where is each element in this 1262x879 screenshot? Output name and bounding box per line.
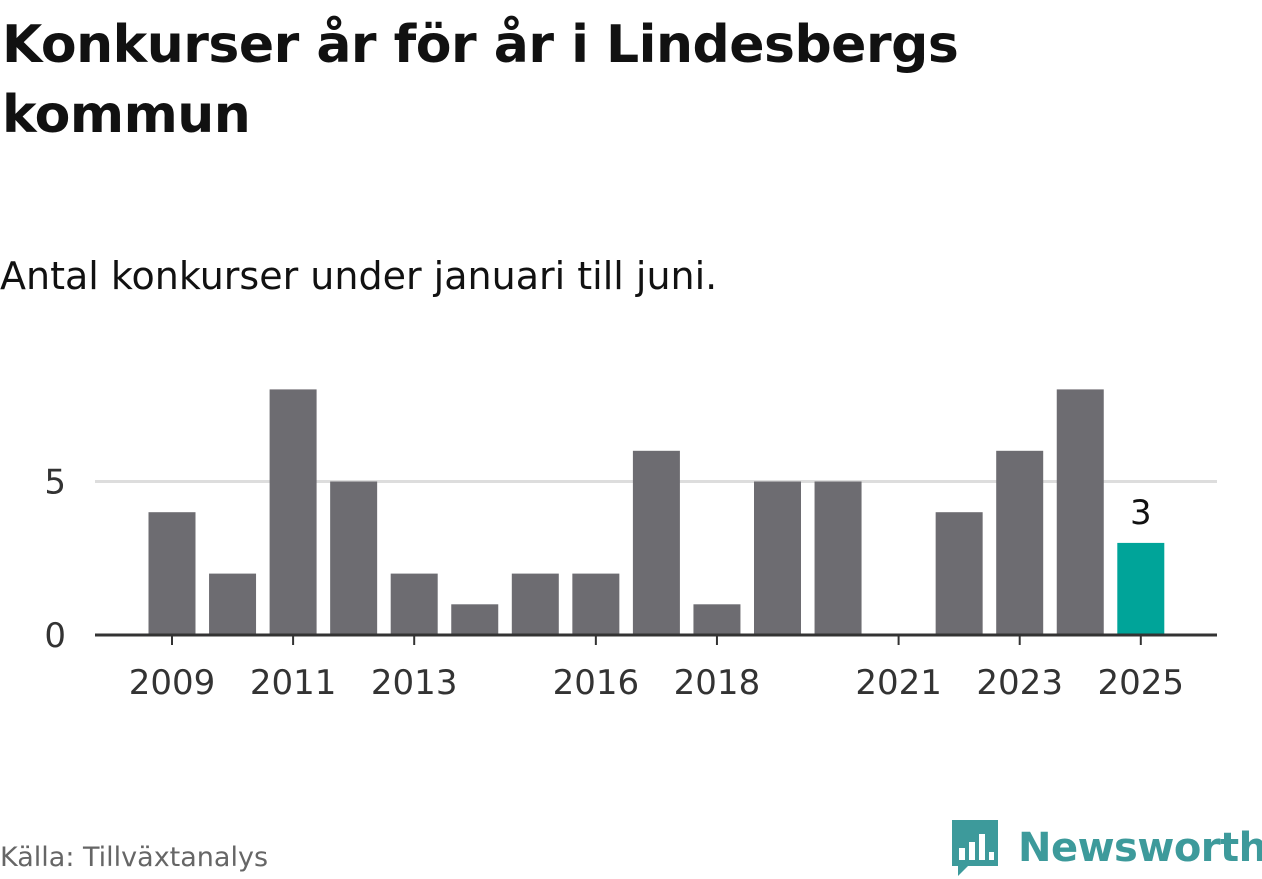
- brand-logo: Newsworthy: [950, 818, 1262, 878]
- bar-2015: [511, 573, 559, 635]
- y-axis-ticks: 05: [44, 463, 66, 657]
- x-tick-label: 2018: [674, 663, 761, 703]
- y-tick-label: 0: [44, 616, 66, 656]
- bar-2014: [451, 604, 499, 635]
- bar-2024: [1056, 389, 1104, 635]
- x-tick-label: 2016: [553, 663, 640, 703]
- bar-2025: [1117, 542, 1165, 635]
- chart-title: Konkurser år för år i Lindesbergs kommun: [2, 15, 959, 145]
- bar-2018: [693, 604, 741, 635]
- x-tick-label: 2023: [976, 663, 1063, 703]
- chart-subtitle: Antal konkurser under januari till juni.: [0, 254, 718, 298]
- bar-2010: [209, 573, 257, 635]
- bar-2017: [632, 450, 680, 635]
- brand-name: Newsworthy: [1018, 825, 1262, 871]
- bar-2009: [148, 512, 196, 635]
- bar-2020: [814, 481, 862, 635]
- x-tick-label: 2011: [250, 663, 337, 703]
- data-labels: 3: [1130, 493, 1152, 533]
- newsworthy-logo-icon: [952, 820, 998, 876]
- x-tick-label: 2025: [1098, 663, 1185, 703]
- x-tick-label: 2021: [855, 663, 942, 703]
- y-tick-label: 5: [44, 463, 66, 503]
- bar-2011: [269, 389, 317, 635]
- data-label: 3: [1130, 493, 1152, 533]
- x-axis: 2009 2011 2013 2016 2018 2021 2023 2025: [95, 633, 1217, 703]
- bars: [148, 389, 1165, 635]
- bar-2012: [330, 481, 378, 635]
- bar-2019: [754, 481, 801, 635]
- x-tick-label: 2009: [129, 663, 216, 703]
- bar-2016: [572, 573, 620, 635]
- bar-2023: [996, 450, 1044, 635]
- x-tick-label: 2013: [371, 663, 458, 703]
- source-note: Källa: Tillväxtanalys: [0, 842, 269, 873]
- bar-2013: [390, 573, 438, 635]
- bar-2022: [935, 512, 983, 635]
